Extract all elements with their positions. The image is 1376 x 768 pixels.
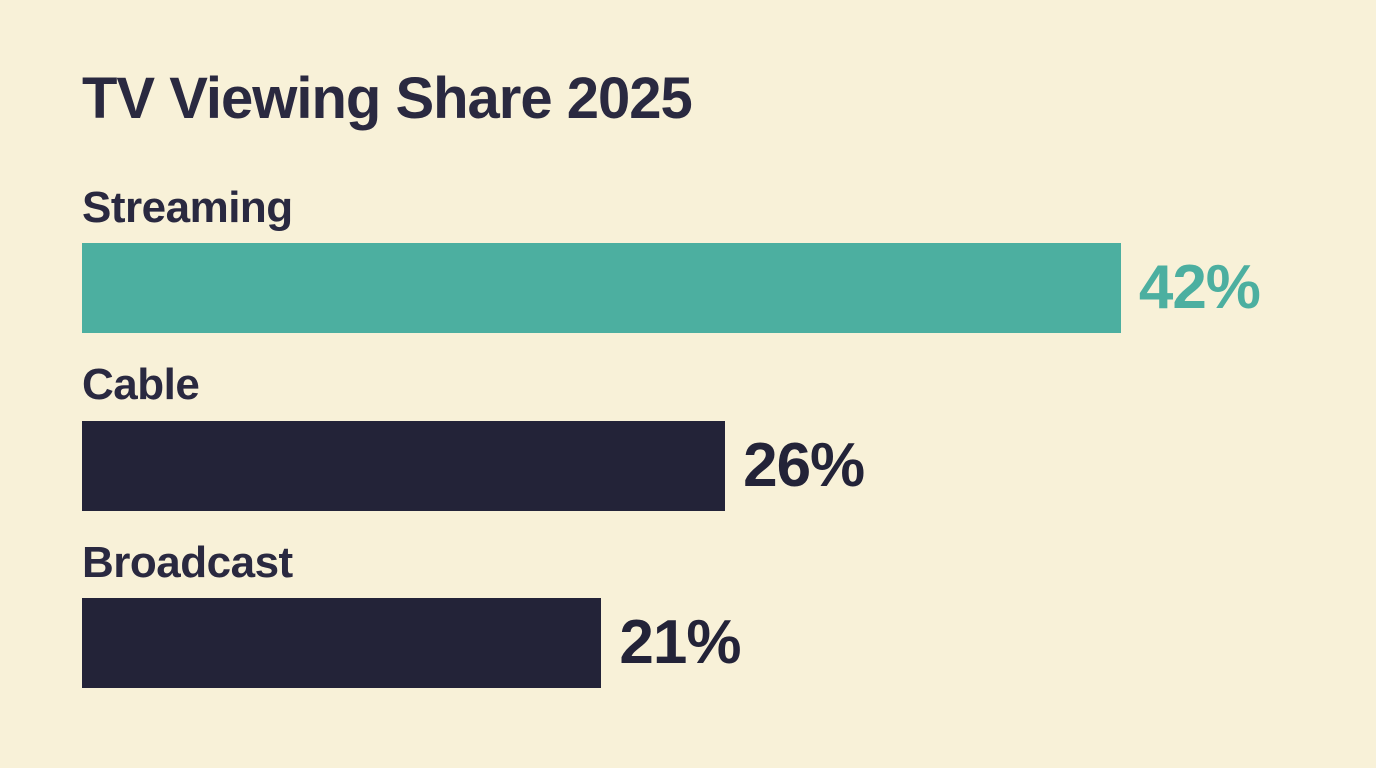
bar-row-broadcast: Broadcast 21% [82,539,1294,689]
bar-value-broadcast: 21% [619,608,741,678]
bar-value-streaming: 42% [1138,253,1261,323]
bar-row-cable: Cable 26% [82,361,1294,511]
bar-label-streaming: Streaming [82,182,293,232]
bar-label-broadcast: Broadcast [82,537,293,587]
page-title: TV Viewing Share 2025 [82,66,693,131]
bar-track: 42% [82,243,1294,334]
bar-label-cable: Cable [82,360,200,410]
bar-cable [82,420,726,511]
bar-value-cable: 26% [743,430,865,500]
bar-broadcast [82,598,602,689]
bar-track: 26% [82,420,1294,511]
bar-row-streaming: Streaming 42% [82,184,1294,334]
bar-track: 21% [82,598,1294,689]
bar-streaming [82,243,1121,334]
